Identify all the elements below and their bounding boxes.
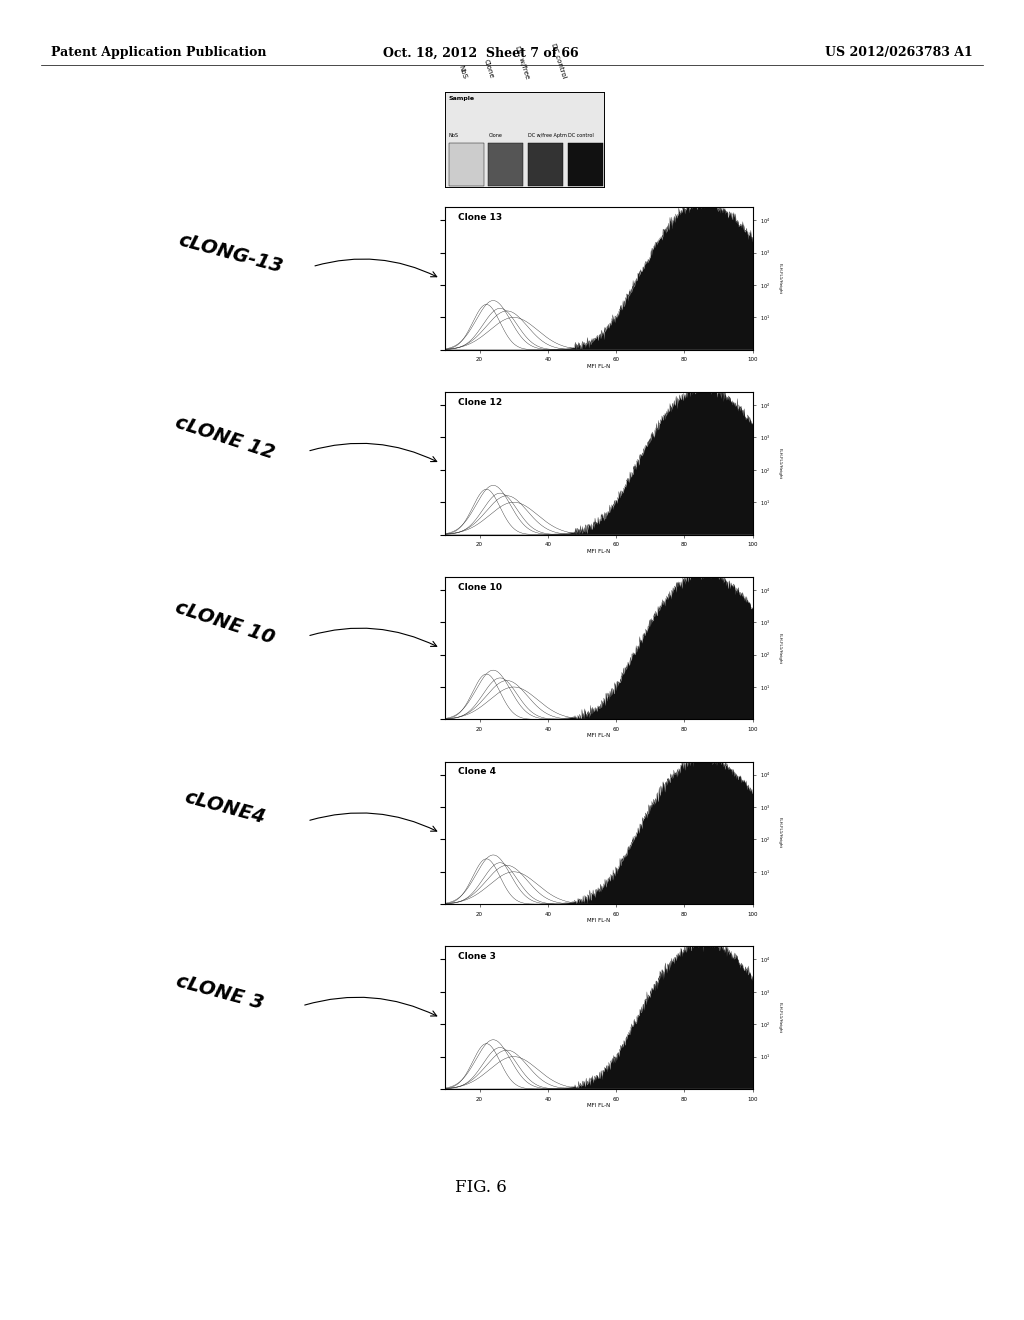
Bar: [488, 143, 523, 186]
Text: Patent Application Publication: Patent Application Publication: [51, 46, 266, 59]
Text: US 2012/0263783 A1: US 2012/0263783 A1: [825, 46, 973, 59]
Text: Clone 10: Clone 10: [458, 582, 502, 591]
X-axis label: MFI FL-N: MFI FL-N: [588, 919, 610, 923]
Text: NbS: NbS: [458, 65, 468, 79]
Text: FIG. 6: FIG. 6: [456, 1180, 507, 1196]
Bar: [449, 143, 483, 186]
Text: Clone 4: Clone 4: [458, 767, 496, 776]
Text: Clone: Clone: [482, 58, 495, 79]
X-axis label: MFI FL-N: MFI FL-N: [588, 1104, 610, 1107]
Text: Clone: Clone: [488, 133, 502, 139]
Bar: [528, 143, 563, 186]
Y-axis label: FLH-FL1/Height: FLH-FL1/Height: [777, 632, 781, 664]
Text: Oct. 18, 2012  Sheet 7 of 66: Oct. 18, 2012 Sheet 7 of 66: [383, 46, 580, 59]
Bar: [567, 143, 602, 186]
Text: Sample: Sample: [449, 96, 475, 102]
Text: cLONE4: cLONE4: [182, 788, 268, 828]
Text: NbS: NbS: [449, 133, 459, 139]
Text: Clone 3: Clone 3: [458, 952, 496, 961]
Text: cLONE 10: cLONE 10: [173, 598, 278, 648]
Text: DC w/free Aptm: DC w/free Aptm: [528, 133, 567, 139]
Text: Clone 13: Clone 13: [458, 213, 502, 222]
Text: cLONG-13: cLONG-13: [176, 231, 285, 276]
Text: Clone 12: Clone 12: [458, 397, 502, 407]
Y-axis label: FLH-FL1/Height: FLH-FL1/Height: [777, 1002, 781, 1034]
Y-axis label: FLH-FL1/Height: FLH-FL1/Height: [777, 447, 781, 479]
Text: DC control: DC control: [567, 133, 593, 139]
Text: DC w/free: DC w/free: [514, 45, 530, 79]
Text: DC control: DC control: [550, 42, 566, 79]
Text: cLONE 12: cLONE 12: [173, 413, 278, 463]
Text: cLONE 3: cLONE 3: [174, 972, 266, 1014]
X-axis label: MFI FL-N: MFI FL-N: [588, 549, 610, 553]
X-axis label: MFI FL-N: MFI FL-N: [588, 734, 610, 738]
Y-axis label: FLH-FL1/Height: FLH-FL1/Height: [777, 263, 781, 294]
Y-axis label: FLH-FL1/Height: FLH-FL1/Height: [777, 817, 781, 849]
X-axis label: MFI FL-N: MFI FL-N: [588, 364, 610, 368]
